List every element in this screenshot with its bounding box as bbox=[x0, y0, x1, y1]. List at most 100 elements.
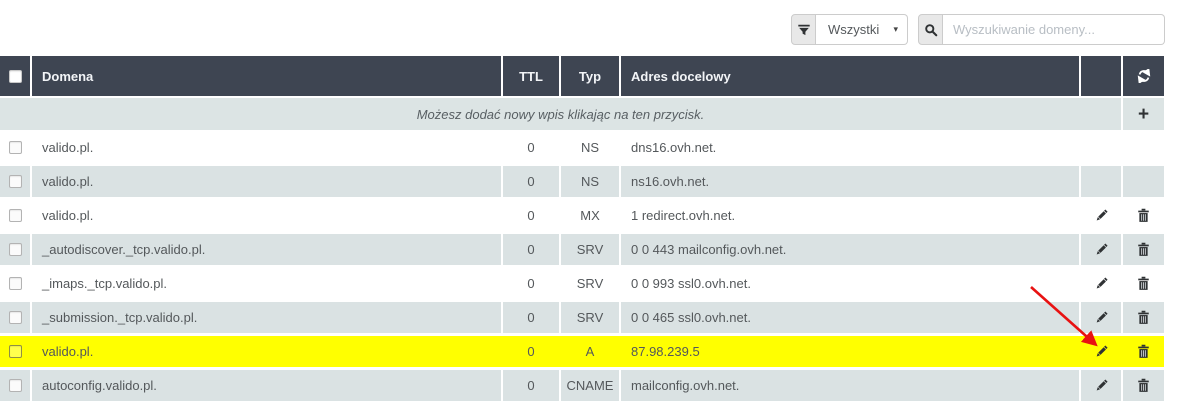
row-checkbox[interactable] bbox=[8, 311, 22, 324]
trash-icon bbox=[1136, 344, 1151, 359]
target-cell: 87.98.239.5 bbox=[621, 336, 1081, 367]
table-row-highlighted: valido.pl. 0 A 87.98.239.5 bbox=[0, 336, 1164, 367]
pencil-icon bbox=[1094, 242, 1109, 257]
domain-cell: _imaps._tcp.valido.pl. bbox=[32, 268, 503, 299]
row-checkbox[interactable] bbox=[8, 243, 22, 256]
pencil-icon bbox=[1094, 208, 1109, 223]
type-cell: NS bbox=[561, 132, 621, 163]
delete-button[interactable] bbox=[1134, 274, 1154, 294]
row-checkbox[interactable] bbox=[8, 209, 22, 222]
edit-button[interactable] bbox=[1091, 308, 1111, 328]
pencil-icon bbox=[1094, 276, 1109, 291]
type-cell: SRV bbox=[561, 234, 621, 265]
row-checkbox[interactable] bbox=[8, 277, 22, 290]
type-cell: SRV bbox=[561, 302, 621, 333]
edit-button[interactable] bbox=[1091, 206, 1111, 226]
column-header-ttl: TTL bbox=[503, 56, 561, 96]
domain-cell: valido.pl. bbox=[32, 200, 503, 231]
delete-button[interactable] bbox=[1134, 376, 1154, 396]
type-cell: SRV bbox=[561, 268, 621, 299]
filter-button[interactable] bbox=[791, 14, 816, 45]
filter-group: Wszystki ▾ bbox=[791, 14, 908, 45]
domain-cell: valido.pl. bbox=[32, 336, 503, 367]
dns-records-table: Domena TTL Typ Adres docelowy Możesz dod… bbox=[0, 56, 1164, 404]
chevron-down-icon: ▾ bbox=[893, 24, 898, 34]
edit-button[interactable] bbox=[1091, 342, 1111, 362]
select-all-cell bbox=[0, 56, 32, 96]
edit-button[interactable] bbox=[1091, 240, 1111, 260]
trash-icon bbox=[1136, 310, 1151, 325]
type-cell: A bbox=[561, 336, 621, 367]
search-icon bbox=[924, 23, 938, 37]
type-cell: MX bbox=[561, 200, 621, 231]
domain-cell: valido.pl. bbox=[32, 166, 503, 197]
pencil-icon bbox=[1094, 310, 1109, 325]
trash-icon bbox=[1136, 276, 1151, 291]
target-cell: dns16.ovh.net. bbox=[621, 132, 1081, 163]
table-row: _autodiscover._tcp.valido.pl. 0 SRV 0 0 … bbox=[0, 234, 1164, 265]
row-checkbox[interactable] bbox=[8, 379, 22, 392]
refresh-icon bbox=[1137, 69, 1151, 83]
pencil-icon bbox=[1094, 344, 1109, 359]
target-cell: 1 redirect.ovh.net. bbox=[621, 200, 1081, 231]
delete-button[interactable] bbox=[1134, 342, 1154, 362]
type-cell: NS bbox=[561, 166, 621, 197]
table-row: _imaps._tcp.valido.pl. 0 SRV 0 0 993 ssl… bbox=[0, 268, 1164, 299]
ttl-cell: 0 bbox=[503, 302, 561, 333]
domain-cell: _submission._tcp.valido.pl. bbox=[32, 302, 503, 333]
select-all-checkbox[interactable] bbox=[8, 69, 22, 83]
table-row: _submission._tcp.valido.pl. 0 SRV 0 0 46… bbox=[0, 302, 1164, 333]
type-cell: CNAME bbox=[561, 370, 621, 401]
add-record-button[interactable]: + bbox=[1137, 103, 1150, 125]
row-checkbox[interactable] bbox=[8, 141, 22, 154]
table-header-row: Domena TTL Typ Adres docelowy bbox=[0, 56, 1164, 96]
target-cell: ns16.ovh.net. bbox=[621, 166, 1081, 197]
trash-icon bbox=[1136, 242, 1151, 257]
record-type-dropdown[interactable]: Wszystki ▾ bbox=[816, 14, 908, 45]
ttl-cell: 0 bbox=[503, 234, 561, 265]
delete-button[interactable] bbox=[1134, 240, 1154, 260]
pencil-icon bbox=[1094, 378, 1109, 393]
search-addon bbox=[918, 14, 943, 45]
edit-button[interactable] bbox=[1091, 274, 1111, 294]
add-record-cell: + bbox=[1123, 98, 1164, 130]
column-header-refresh bbox=[1123, 56, 1164, 96]
trash-icon bbox=[1136, 378, 1151, 393]
row-checkbox[interactable] bbox=[8, 175, 22, 188]
target-cell: 0 0 465 ssl0.ovh.net. bbox=[621, 302, 1081, 333]
ttl-cell: 0 bbox=[503, 166, 561, 197]
row-checkbox[interactable] bbox=[8, 345, 22, 358]
table-row: autoconfig.valido.pl. 0 CNAME mailconfig… bbox=[0, 370, 1164, 401]
target-cell: 0 0 993 ssl0.ovh.net. bbox=[621, 268, 1081, 299]
ttl-cell: 0 bbox=[503, 200, 561, 231]
edit-button[interactable] bbox=[1091, 376, 1111, 396]
domain-cell: autoconfig.valido.pl. bbox=[32, 370, 503, 401]
search-input[interactable] bbox=[943, 14, 1165, 45]
toolbar: Wszystki ▾ bbox=[791, 14, 1165, 45]
target-cell: mailconfig.ovh.net. bbox=[621, 370, 1081, 401]
search-group bbox=[918, 14, 1165, 45]
column-header-actions bbox=[1081, 56, 1123, 96]
delete-button[interactable] bbox=[1134, 206, 1154, 226]
filter-funnel-icon bbox=[797, 23, 811, 37]
add-record-info-row: Możesz dodać nowy wpis klikając na ten p… bbox=[0, 98, 1164, 130]
column-header-type: Typ bbox=[561, 56, 621, 96]
ttl-cell: 0 bbox=[503, 132, 561, 163]
ttl-cell: 0 bbox=[503, 336, 561, 367]
trash-icon bbox=[1136, 208, 1151, 223]
domain-cell: _autodiscover._tcp.valido.pl. bbox=[32, 234, 503, 265]
table-row: valido.pl. 0 MX 1 redirect.ovh.net. bbox=[0, 200, 1164, 231]
table-row: valido.pl. 0 NS dns16.ovh.net. bbox=[0, 132, 1164, 163]
domain-cell: valido.pl. bbox=[32, 132, 503, 163]
delete-button[interactable] bbox=[1134, 308, 1154, 328]
add-record-info-cell: Możesz dodać nowy wpis klikając na ten p… bbox=[0, 98, 1123, 130]
record-type-dropdown-value: Wszystki bbox=[828, 22, 880, 37]
refresh-button[interactable] bbox=[1137, 69, 1151, 83]
ttl-cell: 0 bbox=[503, 268, 561, 299]
target-cell: 0 0 443 mailconfig.ovh.net. bbox=[621, 234, 1081, 265]
ttl-cell: 0 bbox=[503, 370, 561, 401]
table-row: valido.pl. 0 NS ns16.ovh.net. bbox=[0, 166, 1164, 197]
column-header-target: Adres docelowy bbox=[621, 56, 1081, 96]
column-header-domain: Domena bbox=[32, 56, 503, 96]
